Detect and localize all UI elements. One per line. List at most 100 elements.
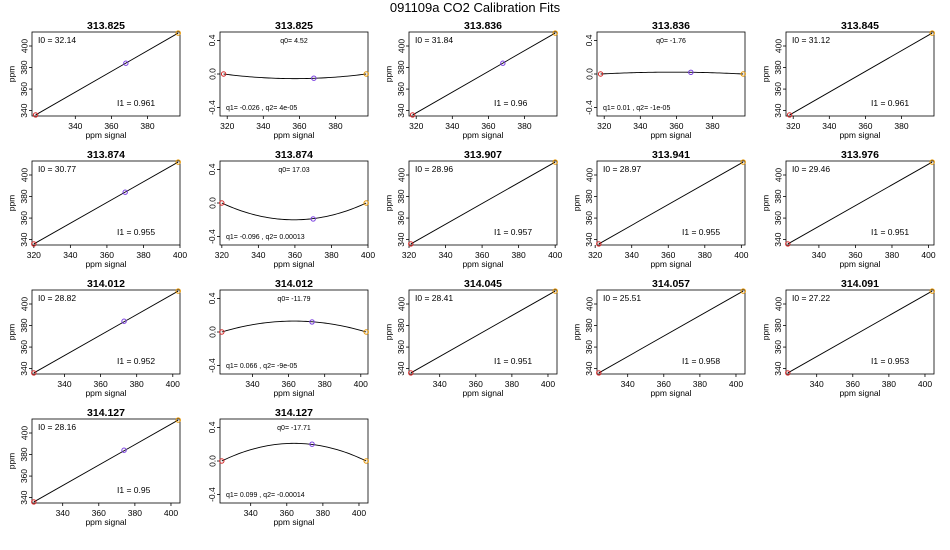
panel: 314.127 340 360 380 400 -0.4 0.0 0.4 ppm signal q… xyxy=(207,407,369,527)
data-point xyxy=(123,60,129,66)
annotation-bottom: q1= -0.096 , q2= 0.00013 xyxy=(226,234,305,241)
y-tick-label: 360 xyxy=(773,82,783,96)
x-axis-label: ppm signal xyxy=(85,130,126,140)
data-point xyxy=(740,159,746,165)
plot-frame xyxy=(785,289,935,375)
annotation-top: q0= 4.52 xyxy=(280,38,308,45)
x-tick-label: 320 xyxy=(27,250,41,260)
panel-title: 314.012 xyxy=(275,278,313,290)
annotation-bottom: I1 = 0.96 xyxy=(494,98,528,108)
y-axis-label: ppm xyxy=(383,66,393,83)
x-tick-label: 380 xyxy=(512,250,526,260)
fit-curve xyxy=(223,73,367,80)
panel-title: 313.825 xyxy=(87,20,125,32)
annotation-bottom: I1 = 0.955 xyxy=(117,227,155,237)
y-axis-label: ppm xyxy=(760,324,770,341)
x-axis-label: ppm signal xyxy=(462,130,503,140)
annotation-top: I0 = 31.12 xyxy=(792,35,830,45)
data-point xyxy=(309,319,315,325)
data-point xyxy=(121,318,127,324)
panel-title: 313.874 xyxy=(87,149,125,161)
panel: 314.045 340 360 380 400 340 360 380 400 ppm signa… xyxy=(383,278,558,398)
fit-line xyxy=(33,419,179,503)
fit-line xyxy=(412,32,556,116)
x-axis-label: ppm signal xyxy=(650,388,691,398)
y-tick-label: 380 xyxy=(19,318,29,332)
x-tick-label: 380 xyxy=(318,379,332,389)
fit-line xyxy=(789,32,933,116)
panel-title: 314.127 xyxy=(275,407,313,419)
y-tick-label: 360 xyxy=(584,211,594,225)
annotation-bottom: I1 = 0.961 xyxy=(117,98,155,108)
annotation-bottom: I1 = 0.955 xyxy=(682,227,720,237)
x-tick-label: 360 xyxy=(92,508,106,518)
y-tick-label: 340 xyxy=(773,361,783,375)
data-point xyxy=(740,288,746,294)
x-tick-label: 380 xyxy=(705,121,719,131)
y-tick-label: 340 xyxy=(773,232,783,246)
annotation-top: I0 = 28.96 xyxy=(415,164,453,174)
y-tick-label: 0.0 xyxy=(207,326,217,338)
x-tick-label: 360 xyxy=(292,121,306,131)
panel-title: 313.845 xyxy=(841,20,879,32)
x-tick-label: 380 xyxy=(693,379,707,389)
plot-frame xyxy=(408,289,558,375)
data-point xyxy=(596,370,602,376)
annotation-bottom: I1 = 0.952 xyxy=(117,356,155,366)
data-point xyxy=(785,370,791,376)
data-point xyxy=(688,69,694,76)
fit-line xyxy=(35,32,179,116)
fit-line xyxy=(787,161,933,245)
x-axis-label: ppm signal xyxy=(839,388,880,398)
data-point xyxy=(552,30,558,36)
y-tick-label: 380 xyxy=(396,60,406,74)
fit-line xyxy=(410,161,556,245)
x-tick-label: 380 xyxy=(517,121,531,131)
y-tick-label: 340 xyxy=(19,361,29,375)
x-tick-label: 320 xyxy=(588,250,602,260)
x-tick-label: 380 xyxy=(894,121,908,131)
x-axis-label: ppm signal xyxy=(85,259,126,269)
x-tick-label: 380 xyxy=(136,250,150,260)
data-point xyxy=(363,458,369,464)
data-point xyxy=(311,75,317,81)
y-axis-label: ppm xyxy=(760,195,770,212)
y-tick-label: 0.4 xyxy=(584,34,594,46)
x-axis-label: ppm signal xyxy=(650,130,691,140)
x-tick-label: 400 xyxy=(352,508,366,518)
plot-frame xyxy=(785,31,935,117)
y-tick-label: -0.4 xyxy=(207,487,217,502)
data-point xyxy=(31,241,37,247)
annotation-bottom: I1 = 0.951 xyxy=(871,227,909,237)
y-tick-label: 340 xyxy=(584,361,594,375)
y-tick-label: 360 xyxy=(773,340,783,354)
panel-title: 313.825 xyxy=(275,20,313,32)
y-tick-label: 360 xyxy=(773,211,783,225)
annotation-top: q0= 17.03 xyxy=(278,167,309,174)
x-tick-label: 400 xyxy=(918,379,932,389)
annotation-bottom: I1 = 0.961 xyxy=(871,98,909,108)
data-point xyxy=(219,200,225,206)
x-tick-label: 360 xyxy=(481,121,495,131)
annotation-bottom: I1 = 0.951 xyxy=(494,356,532,366)
y-axis-label: ppm xyxy=(6,195,16,212)
x-tick-label: 360 xyxy=(469,379,483,389)
y-tick-label: -0.4 xyxy=(584,100,594,115)
plot-frame xyxy=(31,160,181,246)
x-tick-label: 360 xyxy=(848,250,862,260)
x-tick-label: 400 xyxy=(166,379,180,389)
x-tick-label: 320 xyxy=(220,121,234,131)
fit-curve xyxy=(600,71,744,75)
fit-curve xyxy=(221,442,367,462)
x-tick-label: 400 xyxy=(541,379,555,389)
panel: 313.874 320 340 360 380 400 -0.4 0.0 0.4 ppm sign… xyxy=(207,149,375,269)
plot-frame xyxy=(785,160,935,246)
annotation-bottom: q1= -0.026 , q2= 4e-05 xyxy=(226,105,297,112)
x-tick-label: 400 xyxy=(921,250,935,260)
annotation-bottom: q1= 0.099 , q2= -0.00014 xyxy=(226,492,305,499)
x-tick-label: 380 xyxy=(505,379,519,389)
x-tick-label: 340 xyxy=(56,508,70,518)
y-tick-label: 400 xyxy=(584,168,594,182)
y-tick-label: 380 xyxy=(19,447,29,461)
